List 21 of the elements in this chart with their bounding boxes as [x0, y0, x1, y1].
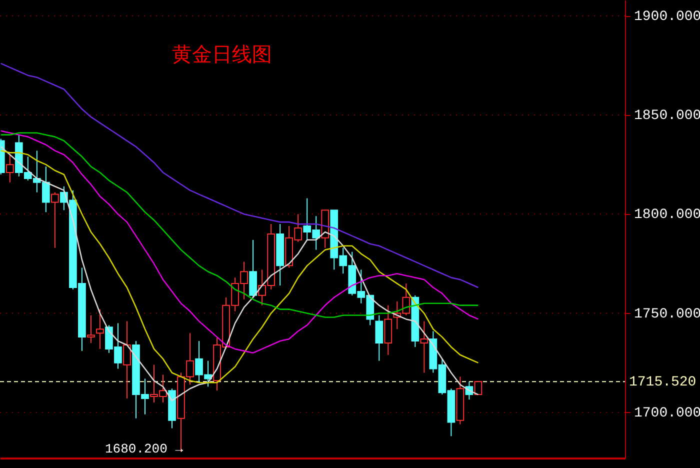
candlestick: [6, 154, 14, 183]
y-tick-label: 1750.000: [634, 306, 700, 322]
y-tick-label: 1850.000: [634, 108, 700, 124]
candlestick: [375, 314, 384, 362]
candlestick: [123, 320, 131, 400]
candlestick: [420, 320, 428, 374]
line-series: [0, 130, 479, 354]
annotation: 1680.200 →: [105, 442, 184, 457]
y-tick-label: 1800.000: [634, 207, 700, 224]
candlestick: [96, 308, 104, 350]
candlestick: [474, 381, 482, 396]
candlestick: [249, 239, 257, 298]
candlestick: [384, 304, 392, 356]
y-tick-label: 1900.000: [634, 8, 700, 25]
line-series: [0, 132, 479, 318]
line-series: [0, 62, 479, 288]
text: 黄金日线图: [172, 42, 272, 66]
ref-line-label: 1715.520: [629, 374, 696, 391]
candlestick: [51, 192, 59, 248]
candlestick: [87, 314, 95, 344]
y-tick-label: 1700.000: [634, 405, 700, 422]
